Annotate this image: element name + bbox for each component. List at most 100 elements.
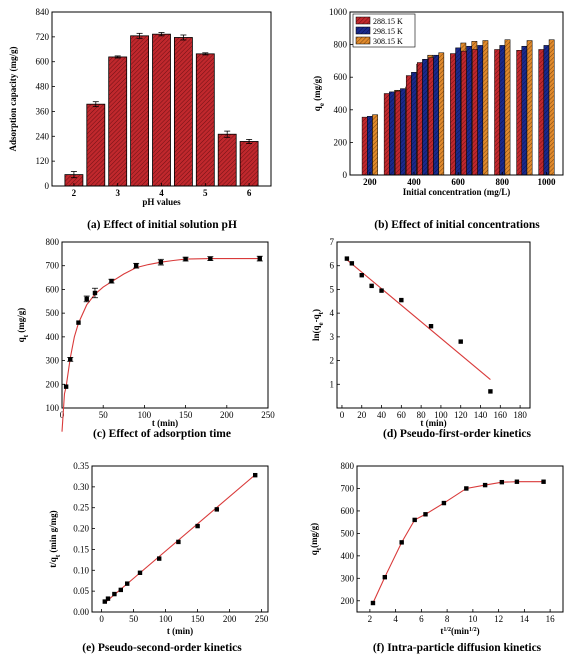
y-tick-label: 100 [46,403,60,413]
y-tick-label: 800 [46,237,60,247]
bar [428,57,434,176]
x-tick-label: 20 [357,410,367,420]
bar [433,54,439,176]
data-point [399,540,404,545]
x-tick-label: 6 [419,614,424,624]
x-tick-label: 0 [99,614,104,624]
bar [504,39,511,176]
x-tick-label: 8 [445,614,450,624]
chart-panel-c: 100 200 300 400 500 600 700 800 0 50 100 150 200 250 t… [16,237,275,440]
bar [372,114,378,176]
bar [516,50,523,176]
x-axis-label: t1/2(min1/2) [440,626,479,636]
panel-caption: (c) Effect of adsorption time [93,428,231,440]
x-axis-label: t (min) [420,418,446,428]
data-point [92,290,98,296]
data-point [133,263,139,268]
y-tick-label: 200 [334,137,348,147]
y-tick-label: 200 [341,596,355,606]
y-axis-label: qt(mg/g) [309,523,323,555]
bar [466,45,473,176]
legend-entry: 308.15 K [373,37,403,46]
legend-swatch [355,16,371,25]
x-tick-label: 4 [159,188,164,198]
x-tick-label: 100 [138,410,152,420]
x-tick-label: 12 [494,614,503,624]
chart-panel-d: 1 2 3 4 5 6 7 0 20 40 60 80 100 120 140 160 180 t (min) ln… [311,237,532,440]
x-tick-label: 160 [494,410,508,420]
bar [543,45,550,176]
data-point [63,384,69,389]
fit-line [372,481,544,604]
data-point [379,288,384,293]
bar [416,62,423,176]
x-tick-label: 180 [513,410,527,420]
bar [394,90,401,176]
y-tick-label: 0 [45,181,50,191]
data-point [84,296,89,302]
data-point [359,273,364,278]
bar [400,88,406,176]
y-axis-label: t/qt (min g/mg) [48,510,62,567]
x-tick-label: 100 [434,410,448,420]
y-tick-label: 700 [46,261,60,271]
y-tick-label: 500 [46,308,60,318]
data-point [214,507,219,512]
data-point [399,297,404,303]
x-tick-label: 50 [99,410,109,420]
fit-line [346,259,491,380]
bar [239,141,259,187]
data-point [514,479,520,484]
y-tick-label: 600 [341,506,355,516]
plot-frame-e [91,465,269,613]
bar [477,45,484,176]
bar [499,45,506,176]
y-tick-label: 800 [341,461,355,471]
bar [455,47,462,176]
legend-entry: 288.15 K [373,17,403,26]
x-tick-label: 400 [407,177,421,187]
y-tick-label: 0.05 [73,586,89,596]
data-point [423,512,428,517]
x-axis-label: t (min) [167,626,193,636]
x-tick-label: 50 [129,614,139,624]
panel-caption: (f) Intra-particle diffusion kinetics [373,642,542,654]
bar [389,91,395,176]
x-axis-label: t (min) [152,418,178,428]
legend-swatch [355,36,371,45]
data-point [344,256,350,261]
bar [494,49,500,176]
x-tick-label: 4 [393,614,398,624]
y-tick-label: 600 [36,57,50,67]
data-point [482,482,488,488]
y-tick-label: 720 [36,32,50,42]
plot-frame-d [336,241,531,409]
y-tick-label: 300 [46,356,60,366]
y-axis-label: Adsorption capacity (mg/g) [8,47,18,152]
y-tick-label: 240 [36,131,50,141]
bar [538,49,545,176]
data-point [370,600,376,606]
x-tick-label: 140 [474,410,488,420]
y-tick-label: 0 [343,170,348,180]
y-tick-label: 0.00 [73,607,89,617]
x-axis-label: pH values [142,197,181,207]
y-axis-label: qe (mg/g) [312,76,326,111]
chart-panel-e: 0.00 0.05 0.10 0.15 0.20 0.25 0.30 0.35 0 50 100 15… [48,461,269,654]
x-tick-label: 100 [159,614,173,624]
y-tick-label: 0.15 [73,544,89,554]
bar [195,53,215,187]
data-point [541,479,546,484]
bar [461,50,467,176]
x-tick-label: 14 [520,614,530,624]
x-tick-label: 80 [417,410,427,420]
data-point [349,261,355,266]
data-point [109,278,114,284]
legend-swatch [355,26,371,35]
x-tick-label: 6 [247,188,252,198]
y-tick-label: 4 [330,308,335,318]
data-point [412,517,417,523]
data-point [488,389,493,394]
